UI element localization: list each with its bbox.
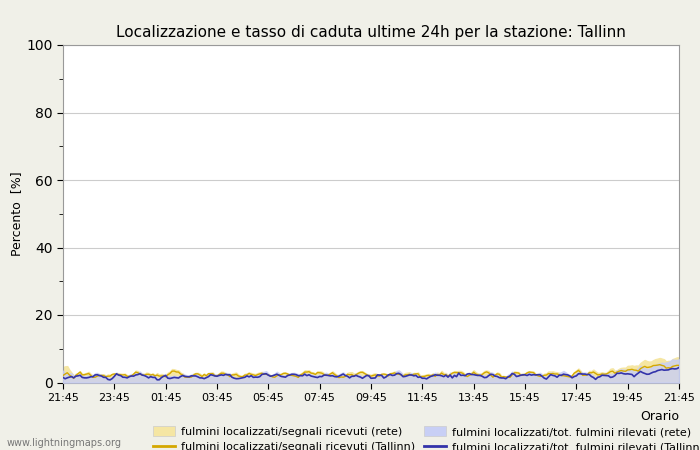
Text: Orario: Orario	[640, 410, 679, 423]
Legend: fulmini localizzati/segnali ricevuti (rete), fulmini localizzati/segnali ricevut: fulmini localizzati/segnali ricevuti (re…	[148, 422, 700, 450]
Y-axis label: Percento  [%]: Percento [%]	[10, 171, 23, 256]
Title: Localizzazione e tasso di caduta ultime 24h per la stazione: Tallinn: Localizzazione e tasso di caduta ultime …	[116, 25, 626, 40]
Text: www.lightningmaps.org: www.lightningmaps.org	[7, 438, 122, 448]
